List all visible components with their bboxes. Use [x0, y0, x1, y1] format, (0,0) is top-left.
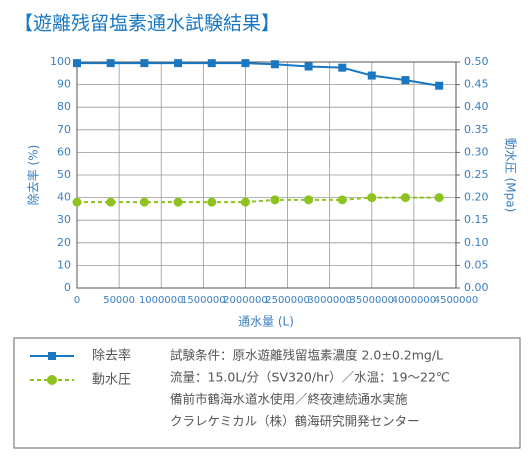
x-tick-label: 4500000 [434, 295, 479, 306]
y2-tick-label: 0.50 [464, 55, 489, 68]
x-tick-label: 4000000 [392, 295, 437, 306]
x-tick-label: 3500000 [350, 295, 395, 306]
marker [270, 60, 279, 69]
y-tick-label: 80 [57, 100, 71, 113]
marker [139, 197, 149, 207]
y2-tick-label: 0.15 [464, 213, 489, 226]
marker [72, 197, 82, 207]
x-tick-label: 3000000 [307, 295, 352, 306]
x-tick-label: 2500000 [265, 295, 310, 306]
y2-axis-label: 動水圧 (Mpa) [504, 138, 518, 213]
y2-tick-label: 0.45 [464, 78, 489, 91]
y2-tick-label: 0.40 [464, 100, 489, 113]
marker [337, 195, 347, 205]
marker [241, 59, 250, 68]
y-axis-label: 除去率 (%) [26, 145, 41, 206]
marker [73, 59, 81, 68]
marker [106, 59, 115, 68]
plot-frame [76, 61, 457, 289]
y2-tick-label: 0.30 [464, 145, 489, 158]
marker [434, 193, 444, 203]
x-tick-label: 50000 [103, 295, 135, 306]
y-tick-label: 10 [57, 258, 71, 271]
y-tick-label: 60 [57, 145, 71, 158]
chart-title: 【遊離残留塩素通水試験結果】 [14, 13, 280, 35]
series-line [77, 62, 440, 87]
legend-box [13, 337, 521, 449]
marker [400, 193, 410, 203]
marker [304, 62, 313, 71]
series-line [77, 196, 440, 204]
note: 試験条件：原水遊離残留塩素濃度 2.0±0.2mg/L [170, 348, 443, 363]
y-tick-label: 20 [57, 236, 71, 249]
y2-tick-label: 0.20 [464, 191, 489, 204]
y2-tick-label: 0.35 [464, 123, 489, 136]
legend-marker [47, 375, 57, 385]
note: クラレケミカル（株）鶴海研究開発センター [170, 414, 420, 429]
marker [401, 76, 410, 85]
marker [270, 195, 280, 205]
x-tick-label: 0 [74, 295, 80, 306]
marker [173, 197, 183, 207]
marker [304, 195, 314, 205]
y2-tick-label: 0.00 [464, 281, 489, 294]
x-tick-label: 1000000 [139, 295, 184, 306]
x-tick-label: 1500000 [181, 295, 226, 306]
marker [174, 59, 183, 68]
marker [207, 197, 217, 207]
marker [435, 81, 444, 90]
y2-tick-label: 0.25 [464, 168, 489, 181]
marker [338, 63, 347, 72]
marker [140, 59, 149, 68]
y-tick-label: 70 [57, 123, 71, 136]
y2-tick-label: 0.10 [464, 236, 489, 249]
y-tick-label: 50 [57, 168, 71, 181]
y2-tick-label: 0.05 [464, 258, 489, 271]
note: 流量：15.0L/分（SV320/hr）／水温：19～22℃ [170, 370, 450, 385]
legend-label: 動水圧 [92, 373, 131, 388]
note: 備前市鶴海水道水使用／終夜連続通水実施 [170, 392, 408, 407]
y-tick-label: 30 [57, 213, 71, 226]
marker [367, 71, 376, 80]
marker [207, 59, 216, 68]
y-tick-label: 40 [57, 191, 71, 204]
marker [240, 197, 250, 207]
marker [367, 193, 377, 203]
legend-label: 除去率 [92, 348, 131, 364]
y-tick-label: 0 [64, 281, 71, 294]
x-tick-label: 2000000 [223, 295, 268, 306]
y-tick-label: 100 [50, 55, 71, 68]
y-tick-label: 90 [57, 78, 71, 91]
x-axis-label: 通水量 (L) [238, 315, 294, 329]
legend-marker [48, 352, 56, 360]
marker [106, 197, 116, 207]
